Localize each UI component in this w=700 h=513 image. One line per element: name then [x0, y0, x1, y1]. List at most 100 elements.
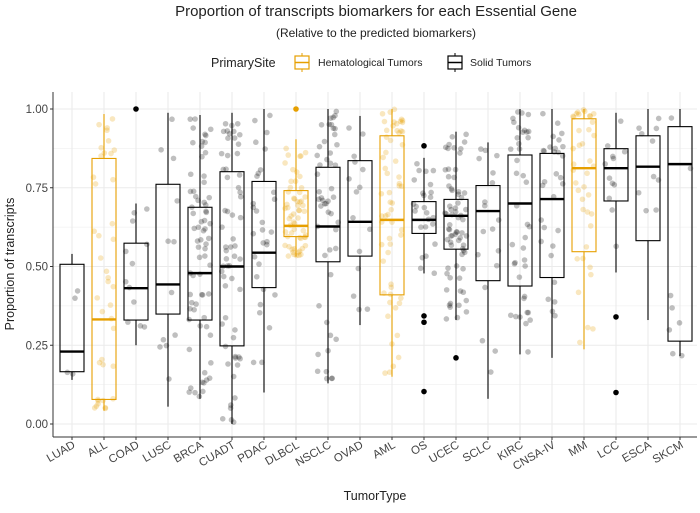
- jitter-point: [253, 273, 260, 280]
- jitter-point: [255, 170, 262, 177]
- jitter-point: [385, 211, 391, 218]
- jitter-point: [201, 380, 207, 386]
- jitter-point: [555, 149, 562, 156]
- jitter-point: [350, 293, 357, 299]
- jitter-point: [187, 291, 194, 298]
- boxes: [59, 106, 694, 425]
- jitter-point: [398, 183, 405, 190]
- jitter-point: [198, 291, 205, 298]
- jitter-point: [461, 139, 468, 145]
- jitter-point: [264, 241, 270, 248]
- jitter-point: [202, 245, 208, 252]
- jitter-point: [448, 233, 454, 239]
- jitter-point: [445, 166, 452, 172]
- jitter-point: [570, 113, 576, 120]
- jitter-point: [169, 116, 175, 123]
- jitter-point: [205, 235, 212, 242]
- jitter-point: [328, 375, 335, 382]
- jitter-point: [444, 236, 451, 243]
- jitter-point: [579, 140, 586, 147]
- x-tick-label: OVAD: [332, 439, 365, 465]
- jitter-point: [301, 208, 308, 215]
- jitter-point: [577, 339, 583, 346]
- jitter-point: [516, 140, 522, 147]
- jitter-point: [110, 395, 116, 402]
- jitter-point: [460, 266, 466, 272]
- jitter-point: [521, 127, 528, 134]
- jitter-point: [507, 312, 514, 319]
- jitter-point: [264, 129, 270, 136]
- jitter-point: [329, 375, 336, 382]
- jitter-point: [573, 110, 580, 117]
- jitter-point: [203, 241, 209, 247]
- jitter-point: [104, 127, 110, 134]
- jitter-point: [197, 237, 204, 243]
- jitter-point: [394, 127, 400, 134]
- jitter-point: [416, 167, 422, 174]
- jitter-point: [108, 150, 114, 157]
- outlier-point: [421, 319, 427, 326]
- jitter-point: [166, 376, 172, 382]
- jitter-point: [457, 234, 463, 241]
- jitter-point: [524, 129, 530, 135]
- jitter-point: [297, 153, 303, 160]
- jitter-point: [291, 251, 297, 258]
- jitter-point: [105, 278, 111, 285]
- x-tick-label: NSCLC: [294, 439, 334, 469]
- jitter-point: [621, 148, 628, 155]
- jitter-point: [195, 244, 202, 250]
- jitter-point: [522, 263, 528, 269]
- jitter-point: [232, 327, 238, 333]
- jitter-point: [453, 229, 460, 235]
- jitter-point: [193, 301, 199, 307]
- jitter-point: [322, 252, 328, 259]
- jitter-point: [460, 216, 466, 223]
- jitter-point: [524, 309, 531, 316]
- jitter-point: [207, 332, 214, 338]
- jitter-point: [606, 175, 613, 181]
- jitter-point: [207, 126, 214, 133]
- jitter-point: [171, 238, 177, 245]
- box-mm: [570, 106, 597, 350]
- jitter-point: [100, 361, 106, 368]
- jitter-point: [168, 289, 175, 296]
- jitter-point: [333, 336, 339, 343]
- jitter-point: [635, 189, 642, 196]
- jitter-point: [492, 348, 499, 354]
- jitter-point: [649, 138, 656, 144]
- jitter-point: [196, 254, 203, 261]
- jitter-point: [457, 150, 463, 156]
- jitter-point: [196, 393, 203, 400]
- jitter-point: [520, 245, 527, 251]
- jitter-point: [223, 256, 230, 262]
- jitter-point: [256, 261, 262, 267]
- box-iqr: [443, 198, 469, 250]
- jitter-point: [334, 141, 340, 148]
- jitter-point: [539, 182, 546, 189]
- jitter-point: [455, 188, 462, 195]
- jitter-point: [422, 224, 429, 230]
- jitter-point: [428, 189, 434, 196]
- jitter-point: [489, 180, 496, 186]
- jitter-point: [475, 251, 481, 258]
- jitter-point: [391, 119, 397, 125]
- jitter-point: [443, 316, 450, 322]
- box-nsclc: [314, 108, 341, 384]
- jitter-point: [202, 226, 208, 232]
- jitter-point: [580, 255, 586, 262]
- jitter-point: [525, 111, 532, 118]
- jitter-point: [417, 265, 424, 272]
- jitter-point: [382, 213, 389, 219]
- jitter-point: [386, 235, 393, 242]
- jitter-point: [192, 116, 198, 122]
- jitter-point: [298, 153, 304, 159]
- jitter-point: [576, 142, 583, 149]
- jitter-point: [398, 116, 405, 123]
- jitter-point: [235, 141, 242, 147]
- jitter-point: [198, 218, 205, 225]
- jitter-point: [234, 362, 241, 368]
- jitter-point: [190, 139, 196, 146]
- jitter-point: [259, 227, 266, 233]
- jitter-point: [552, 145, 558, 152]
- x-tick-label: LUSC: [141, 439, 174, 465]
